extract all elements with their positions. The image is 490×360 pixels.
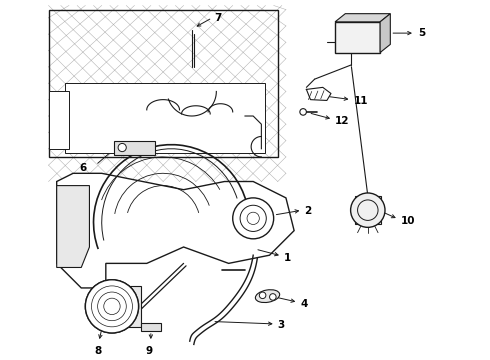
Text: 7: 7 [214,13,221,23]
Text: 10: 10 [400,216,415,226]
Text: 3: 3 [278,320,285,330]
Circle shape [270,294,276,300]
Polygon shape [335,14,391,22]
Polygon shape [65,83,266,153]
Polygon shape [114,140,155,155]
Text: 12: 12 [335,116,349,126]
Polygon shape [380,14,391,53]
Circle shape [300,109,306,115]
Text: 5: 5 [418,28,425,38]
Polygon shape [57,173,294,288]
Polygon shape [355,196,381,225]
Circle shape [85,280,139,333]
Circle shape [259,292,266,298]
Text: 6: 6 [79,163,86,174]
Circle shape [118,143,126,152]
Text: 11: 11 [353,96,368,106]
Polygon shape [57,186,90,267]
Circle shape [233,198,273,239]
Text: 8: 8 [94,346,101,356]
Ellipse shape [255,290,280,302]
Text: 9: 9 [145,346,152,356]
Circle shape [85,280,139,333]
Text: 2: 2 [304,206,312,216]
Polygon shape [49,91,69,149]
Polygon shape [112,286,141,327]
Polygon shape [335,22,380,53]
Text: 1: 1 [284,253,291,263]
Text: 4: 4 [300,299,308,309]
Polygon shape [141,323,161,331]
Circle shape [351,193,385,228]
